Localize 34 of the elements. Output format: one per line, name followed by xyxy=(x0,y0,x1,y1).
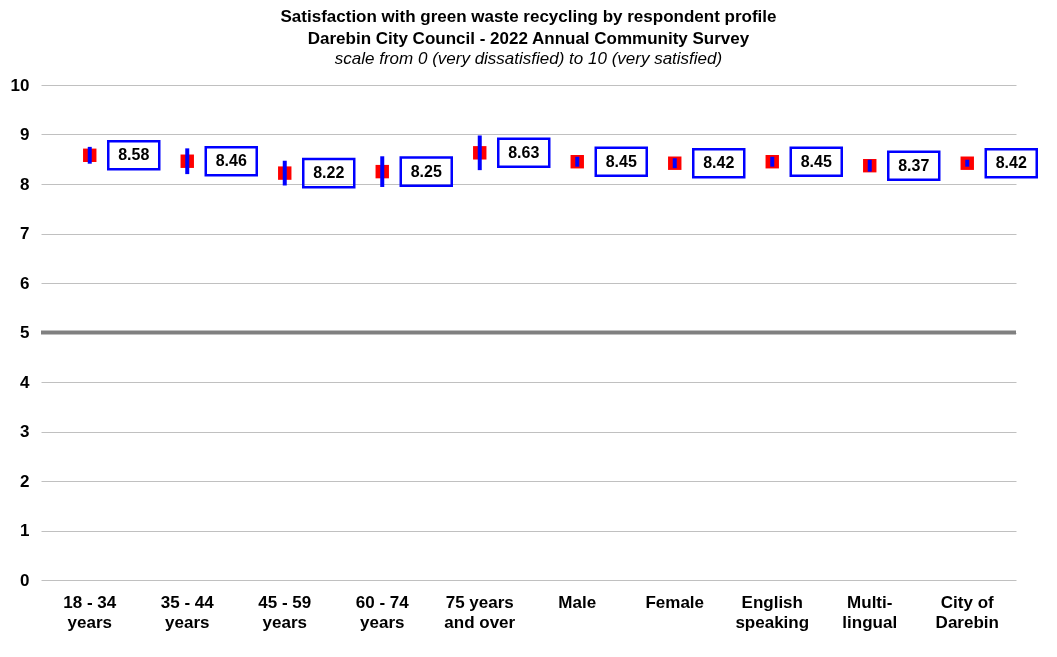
y-tick-label: 8 xyxy=(20,174,30,194)
x-tick-label: 18 - 34 years xyxy=(63,592,117,632)
x-tick-label: Multi- lingual xyxy=(842,592,898,632)
x-tick-label: Female xyxy=(645,592,705,612)
y-tick-label: 9 xyxy=(20,125,30,144)
y-tick-label: 1 xyxy=(20,521,30,540)
x-tick-label: Male xyxy=(558,592,597,612)
data-label: 8.45 xyxy=(800,152,832,170)
y-tick-label: 6 xyxy=(20,273,30,293)
y-tick-label: 7 xyxy=(20,224,30,243)
data-label: 8.25 xyxy=(410,162,442,180)
y-tick-label: 0 xyxy=(20,570,30,590)
y-tick-label: 2 xyxy=(20,471,30,491)
data-label: 8.22 xyxy=(313,164,345,182)
y-tick-label: 3 xyxy=(20,422,30,441)
data-label: 8.37 xyxy=(898,156,930,174)
data-label: 8.63 xyxy=(508,143,540,161)
x-tick-label: 75 years and over xyxy=(444,592,516,632)
data-label: 8.42 xyxy=(995,154,1027,172)
x-tick-label: City of Darebin xyxy=(935,592,999,632)
y-tick-label: 10 xyxy=(10,75,30,95)
x-tick-label: 60 - 74 years xyxy=(355,592,410,632)
chart-title: Satisfaction with green waste recycling by respondent profile xyxy=(280,7,777,26)
y-tick-label: 5 xyxy=(20,323,30,342)
data-label: 8.58 xyxy=(118,146,150,164)
x-tick-label: 35 - 44 years xyxy=(160,592,215,632)
text: scale from 0 (very dissatisfied) to 10 (very satisfied) xyxy=(334,49,723,68)
chart-subtitle: Darebin City Council - 2022 Annual Community Survey xyxy=(307,29,750,48)
data-label: 8.42 xyxy=(703,154,735,172)
data-label: 8.46 xyxy=(215,152,247,170)
x-tick-label: 45 - 59 years xyxy=(258,592,312,632)
y-tick-label: 4 xyxy=(20,372,31,392)
x-tick-label: English speaking xyxy=(735,592,810,632)
data-label: 8.45 xyxy=(605,152,637,170)
